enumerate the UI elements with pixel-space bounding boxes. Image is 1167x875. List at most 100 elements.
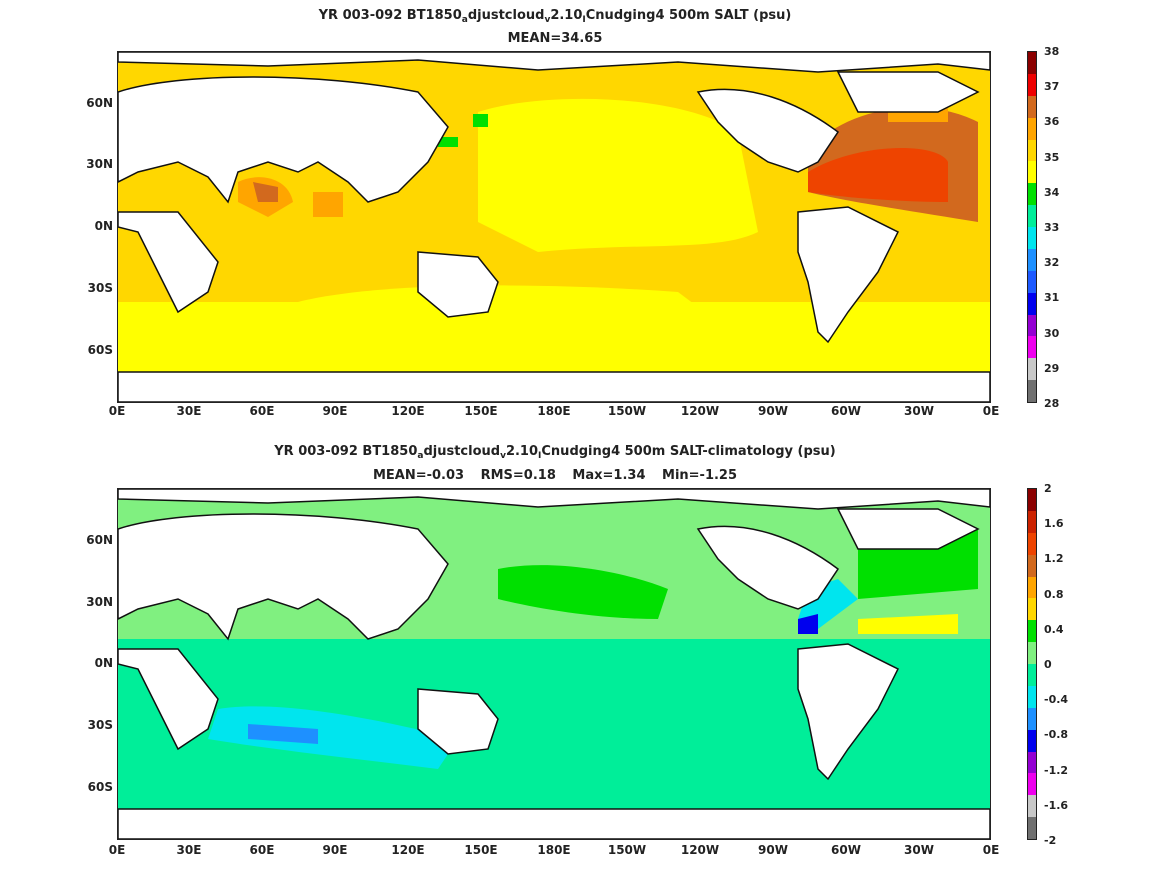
- panel1-lon-150e: 150E: [464, 404, 498, 418]
- panel2-lon-120e: 120E: [391, 843, 425, 857]
- colorbar-tick-label: 35: [1044, 150, 1060, 164]
- panel1-lon-90w: 90W: [758, 404, 788, 418]
- colorbar-segment: [1028, 205, 1036, 227]
- panel1-lon-0e: 0E: [108, 404, 126, 418]
- colorbar-segment: [1028, 795, 1036, 818]
- colorbar-segment: [1028, 729, 1036, 752]
- colorbar-tick-label: 1.2: [1044, 552, 1064, 566]
- panel1-lat-60s: 60S: [87, 343, 113, 357]
- colorbar-segment: [1028, 554, 1036, 577]
- panel1-colorbar: [1027, 51, 1037, 403]
- panel2-lon-0e-end: 0E: [982, 843, 1000, 857]
- colorbar-tick-label: -1.2: [1044, 763, 1069, 777]
- colorbar-segment: [1028, 532, 1036, 555]
- colorbar-segment: [1028, 576, 1036, 599]
- panel1-lon-60e: 60E: [249, 404, 275, 418]
- panel1-stats: MEAN=34.65: [0, 31, 1110, 47]
- colorbar-segment: [1028, 73, 1036, 96]
- colorbar-segment: [1028, 95, 1036, 118]
- panel2-lon-30e: 30E: [176, 843, 202, 857]
- panel2-lon-90e: 90E: [322, 843, 348, 857]
- panel2-colorbar: [1027, 488, 1037, 840]
- colorbar-segment: [1028, 270, 1036, 293]
- colorbar-tick-label: 1.6: [1044, 517, 1064, 531]
- panel2-lon-0e: 0E: [108, 843, 126, 857]
- panel1-lat-30n: 30N: [86, 157, 113, 171]
- colorbar-segment: [1028, 227, 1036, 249]
- min-stat: Min=-1.25: [662, 468, 738, 483]
- panel2-title: YR 003-092 BT1850adjustcloudv2.10ICnudgi…: [274, 444, 836, 461]
- max-stat: Max=1.34: [572, 468, 646, 483]
- panel1-lat-0n: 0N: [94, 219, 113, 233]
- rms-stat: RMS=0.18: [480, 468, 556, 483]
- salinity-anomaly-map-plot: [118, 489, 990, 839]
- mean-stat: MEAN=-0.03: [372, 468, 465, 483]
- colorbar-tick-label: 34: [1044, 185, 1060, 199]
- colorbar-segment: [1028, 642, 1036, 664]
- panel1-lat-30s: 30S: [87, 281, 113, 295]
- panel2-lon-150w: 150W: [607, 843, 647, 857]
- panel2-lon-150e: 150E: [464, 843, 498, 857]
- panel1-lon-60w: 60W: [831, 404, 861, 418]
- panel1-lon-30e: 30E: [176, 404, 202, 418]
- panel1-lon-0e-end: 0E: [982, 404, 1000, 418]
- colorbar-tick-label: 0: [1044, 658, 1052, 671]
- colorbar-tick-label: 32: [1044, 256, 1060, 270]
- colorbar-segment: [1028, 161, 1036, 184]
- salinity-anomaly-map: [117, 488, 991, 840]
- panel2-lon-180e: 180E: [537, 843, 571, 857]
- colorbar-tick-label: 36: [1044, 115, 1060, 129]
- colorbar-segment: [1028, 707, 1036, 730]
- panel2-lon-90w: 90W: [758, 843, 788, 857]
- panel2-lon-60w: 60W: [831, 843, 861, 857]
- colorbar-tick-label: 2: [1044, 482, 1052, 495]
- colorbar-segment: [1028, 510, 1036, 533]
- panel2-lat-60n: 60N: [86, 533, 113, 547]
- panel2-lat-30s: 30S: [87, 718, 113, 732]
- colorbar-segment: [1028, 292, 1036, 315]
- colorbar-tick-label: -0.8: [1044, 728, 1069, 742]
- panel1-lon-90e: 90E: [322, 404, 348, 418]
- mean-stat: MEAN=34.65: [507, 31, 603, 46]
- colorbar-tick-label: 38: [1044, 45, 1060, 58]
- panel2-lon-60e: 60E: [249, 843, 275, 857]
- colorbar-tick-label: -0.4: [1044, 693, 1069, 707]
- panel2-lat-30n: 30N: [86, 595, 113, 609]
- colorbar-segment: [1028, 598, 1036, 621]
- colorbar-segment: [1028, 620, 1036, 643]
- colorbar-tick-label: 0.8: [1044, 587, 1064, 601]
- colorbar-segment: [1028, 314, 1036, 337]
- colorbar-segment: [1028, 358, 1036, 381]
- colorbar-segment: [1028, 817, 1036, 839]
- colorbar-tick-label: -2: [1044, 834, 1057, 847]
- panel2-lon-120w: 120W: [680, 843, 720, 857]
- colorbar-segment: [1028, 52, 1036, 74]
- panel1-lon-30w: 30W: [904, 404, 934, 418]
- colorbar-segment: [1028, 183, 1036, 206]
- colorbar-segment: [1028, 664, 1036, 686]
- colorbar-segment: [1028, 248, 1036, 271]
- colorbar-segment: [1028, 489, 1036, 511]
- salinity-map-plot: [118, 52, 990, 402]
- colorbar-tick-label: 33: [1044, 221, 1060, 234]
- panel1-lon-150w: 150W: [607, 404, 647, 418]
- colorbar-tick-label: 30: [1044, 326, 1060, 340]
- panel1-lon-120e: 120E: [391, 404, 425, 418]
- colorbar-tick-label: 28: [1044, 397, 1060, 410]
- colorbar-segment: [1028, 117, 1036, 140]
- panel1-title: YR 003-092 BT1850adjustcloudv2.10ICnudgi…: [318, 8, 792, 25]
- colorbar-segment: [1028, 139, 1036, 162]
- panel2-lon-30w: 30W: [904, 843, 934, 857]
- panel2-lat-0n: 0N: [94, 656, 113, 670]
- colorbar-segment: [1028, 773, 1036, 796]
- colorbar-tick-label: 0.4: [1044, 622, 1064, 636]
- panel1-lon-180e: 180E: [537, 404, 571, 418]
- colorbar-segment: [1028, 336, 1036, 359]
- panel1-lon-120w: 120W: [680, 404, 720, 418]
- salinity-map: [117, 51, 991, 403]
- colorbar-segment: [1028, 380, 1036, 402]
- panel2-lat-60s: 60S: [87, 780, 113, 794]
- colorbar-tick-label: 31: [1044, 291, 1060, 305]
- colorbar-segment: [1028, 685, 1036, 708]
- colorbar-tick-label: 29: [1044, 361, 1060, 375]
